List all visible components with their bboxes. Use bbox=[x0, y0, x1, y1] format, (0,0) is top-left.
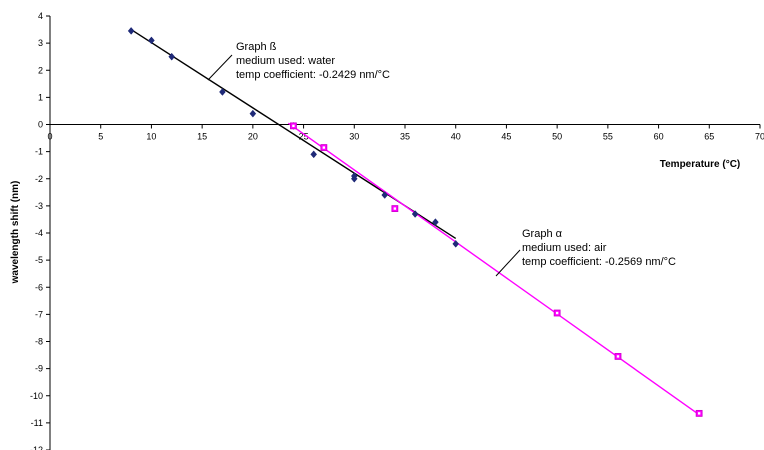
x-tick-label: 10 bbox=[146, 132, 156, 142]
annotation-beta-line-3: temp coefficient: -0.2429 nm/°C bbox=[236, 69, 390, 81]
x-tick-label: 30 bbox=[349, 132, 359, 142]
x-tick-label: 45 bbox=[501, 132, 511, 142]
series-1-point-center bbox=[697, 412, 701, 415]
y-tick-label: -5 bbox=[35, 255, 43, 265]
annotation-leader-beta bbox=[207, 54, 233, 81]
axes bbox=[46, 15, 761, 450]
series-0-point bbox=[127, 27, 135, 35]
series-1-point-center bbox=[555, 311, 559, 315]
series-0-point bbox=[310, 150, 318, 159]
y-tick-label: -10 bbox=[30, 391, 43, 401]
series-1-point-center bbox=[393, 207, 397, 210]
annotation-beta-line-1: Graph ß bbox=[236, 41, 277, 53]
trendlines bbox=[130, 28, 700, 416]
y-tick-label: -6 bbox=[35, 282, 43, 292]
x-tick-label: 25 bbox=[299, 132, 309, 142]
x-tick-label: 5 bbox=[98, 132, 103, 142]
y-tick-label: 4 bbox=[38, 11, 43, 21]
x-tick-label: 0 bbox=[47, 132, 52, 142]
y-tick-label: 2 bbox=[38, 65, 43, 75]
x-tick-label: 40 bbox=[451, 132, 461, 142]
series-0-point bbox=[148, 36, 155, 45]
y-tick-label: -8 bbox=[35, 337, 43, 347]
x-tick-label: 50 bbox=[552, 132, 562, 142]
annotation-beta-line-2: medium used: water bbox=[236, 55, 335, 67]
annotation-alpha-line-3: temp coefficient: -0.2569 nm/°C bbox=[522, 256, 676, 268]
series-0-point bbox=[432, 218, 439, 227]
y-tick-label: -7 bbox=[35, 309, 43, 319]
annotation-alpha-line-1: Graph α bbox=[522, 228, 563, 240]
annotation-leader-alpha bbox=[495, 249, 521, 277]
series-0-point bbox=[452, 239, 460, 248]
y-tick-label: 0 bbox=[38, 120, 43, 130]
y-tick-label: -1 bbox=[35, 147, 43, 157]
x-tick-label: 65 bbox=[704, 132, 714, 142]
data-points bbox=[127, 27, 703, 417]
x-tick-label: 20 bbox=[248, 132, 258, 142]
series-1-point-center bbox=[322, 146, 326, 149]
annotation-graph-beta: Graph ß medium used: water temp coeffici… bbox=[207, 41, 390, 81]
y-tick-label: 1 bbox=[38, 92, 43, 102]
x-axis-title: Temperature (°C) bbox=[660, 159, 741, 170]
y-tick-label: -9 bbox=[35, 364, 43, 374]
series-0-point bbox=[411, 210, 419, 218]
x-tick-label: 15 bbox=[197, 132, 207, 142]
series-1-point-center bbox=[616, 355, 620, 358]
x-tick-label: 55 bbox=[603, 132, 613, 142]
annotation-alpha-line-2: medium used: air bbox=[522, 242, 607, 254]
y-tick-label: -2 bbox=[35, 174, 43, 184]
x-tick-label: 70 bbox=[755, 132, 764, 142]
y-tick-label: -12 bbox=[30, 445, 43, 450]
x-tick-label: 35 bbox=[400, 132, 410, 142]
x-tick-label: 60 bbox=[654, 132, 664, 142]
series-0-point bbox=[168, 52, 176, 61]
y-tick-label: -11 bbox=[31, 418, 43, 428]
annotation-graph-alpha: Graph α medium used: air temp coefficien… bbox=[495, 228, 676, 277]
series-0-point bbox=[350, 172, 358, 180]
y-tick-label: 3 bbox=[38, 38, 43, 48]
y-tick-label: -4 bbox=[35, 228, 43, 238]
series-1-trendline bbox=[287, 122, 700, 416]
series-0-point bbox=[381, 191, 389, 199]
y-tick-label: -3 bbox=[35, 201, 43, 211]
series-1-point-center bbox=[292, 124, 295, 128]
y-axis-title: wavelength shift (nm) bbox=[10, 181, 21, 285]
series-0-point bbox=[219, 88, 226, 96]
series-0-point bbox=[249, 109, 257, 118]
